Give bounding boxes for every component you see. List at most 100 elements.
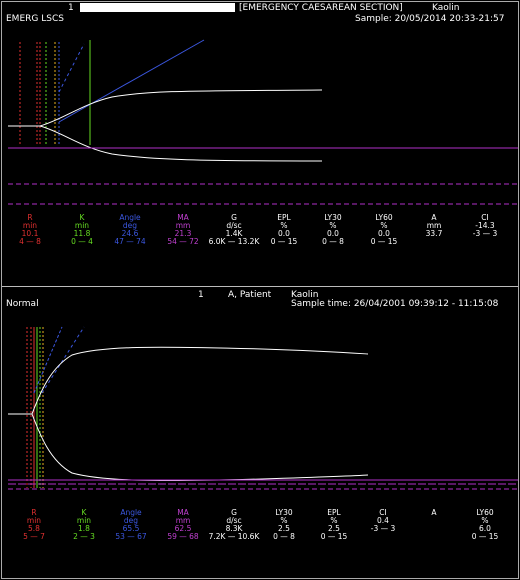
tracing-chart-2 [8, 326, 518, 490]
trace-upper [8, 89, 323, 127]
redacted-name-box [80, 3, 235, 12]
case-number: 1 [68, 3, 74, 13]
parameter-table-1: R min 10.1 4 — 8 K min 11.8 0 — 4 Angle … [2, 214, 518, 258]
param-unit: d/sc [226, 516, 242, 525]
param-range: 0 — 8 [273, 532, 295, 541]
param-name: K [79, 213, 85, 222]
angle-ref-line [58, 43, 85, 93]
param-unit: min [74, 221, 90, 230]
param-value: 33.7 [425, 229, 443, 238]
param-unit: % [280, 516, 288, 525]
param-name: G [231, 213, 237, 222]
param-value: 2.5 [278, 524, 290, 533]
param-ly30: LY30 % 2.5 0 — 8 [264, 509, 304, 541]
param-ci: CI 0.4 -3 — 3 [363, 509, 403, 533]
param-range: 0 — 4 [71, 237, 93, 246]
param-unit: % [380, 221, 388, 230]
param-range: 4 — 8 [19, 237, 41, 246]
param-value: 11.8 [73, 229, 91, 238]
param-value: 65.5 [122, 524, 140, 533]
param-range: -3 — 3 [472, 229, 498, 238]
param-value: 6.0 [479, 524, 491, 533]
param-unit: min [22, 221, 38, 230]
param-value: 0.0 [327, 229, 339, 238]
param-value: 0.0 [278, 229, 290, 238]
param-value: 0.0 [378, 229, 390, 238]
param-range: -3 — 3 [370, 524, 396, 533]
param-epl: EPL % 2.5 0 — 15 [314, 509, 354, 541]
param-name: LY60 [375, 213, 393, 222]
param-range: 0 — 15 [370, 237, 398, 246]
parameter-table-2: R min 5.8 5 — 7 K min 1.8 2 — 3 Angle de… [2, 509, 518, 553]
param-name: CI [481, 213, 489, 222]
param-value: 5.8 [28, 524, 40, 533]
param-name: MA [177, 213, 189, 222]
param-r: R min 5.8 5 — 7 [14, 509, 54, 541]
param-g: G d/sc 8.3K 7.2K — 10.6K [204, 509, 264, 541]
param-name: R [27, 213, 33, 222]
angle-line [33, 326, 63, 394]
activator-label: Kaolin [291, 290, 319, 300]
param-value: 24.6 [121, 229, 139, 238]
param-unit: deg [123, 516, 139, 525]
param-angle: Angle deg 24.6 47 — 74 [107, 214, 153, 246]
sample-name: EMERG LSCS [6, 14, 64, 24]
sample-name: Normal [6, 299, 39, 309]
param-name: LY30 [275, 508, 293, 517]
param-k: K min 11.8 0 — 4 [62, 214, 102, 246]
param-range: 0 — 15 [270, 237, 298, 246]
panel-divider [2, 286, 518, 287]
angle-line [58, 39, 205, 123]
param-unit: d/sc [226, 221, 242, 230]
teg-panel-1: 1 [EMERGENCY CAESAREAN SECTION] Kaolin E… [2, 0, 518, 286]
param-ly30: LY30 % 0.0 0 — 8 [313, 214, 353, 246]
param-range: 0 — 15 [471, 532, 499, 541]
param-value: 21.3 [174, 229, 192, 238]
param-value: 62.5 [174, 524, 192, 533]
trace-lower [8, 125, 323, 162]
param-name: Angle [120, 508, 142, 517]
param-ci: CI -14.3 -3 — 3 [465, 214, 505, 238]
param-value: 10.1 [21, 229, 39, 238]
param-name: G [231, 508, 237, 517]
param-name: EPL [327, 508, 341, 517]
param-a: A mm 33.7 [414, 214, 454, 238]
param-angle: Angle deg 65.5 53 — 67 [108, 509, 154, 541]
param-unit: deg [122, 221, 138, 230]
patient-label: A, Patient [228, 290, 272, 300]
param-range: 47 — 74 [114, 237, 146, 246]
param-value: 2.5 [328, 524, 340, 533]
param-range: 2 — 3 [73, 532, 95, 541]
param-range: 59 — 68 [167, 532, 199, 541]
param-ma: MA mm 62.5 59 — 68 [160, 509, 206, 541]
case-label: [EMERGENCY CAESAREAN SECTION] [239, 3, 403, 13]
param-unit: mm [426, 221, 442, 230]
param-value: 1.8 [78, 524, 90, 533]
param-unit: % [280, 221, 288, 230]
param-ly60: LY60 % 0.0 0 — 15 [364, 214, 404, 246]
param-ma: MA mm 21.3 54 — 72 [160, 214, 206, 246]
case-number: 1 [198, 290, 204, 300]
param-epl: EPL % 0.0 0 — 15 [264, 214, 304, 246]
trace-lower [8, 413, 369, 482]
param-range: 54 — 72 [167, 237, 199, 246]
param-k: K min 1.8 2 — 3 [64, 509, 104, 541]
param-range: 5 — 7 [23, 532, 45, 541]
tracing-chart-1 [8, 39, 518, 205]
param-name: K [81, 508, 87, 517]
param-range: 53 — 67 [115, 532, 147, 541]
param-r: R min 10.1 4 — 8 [10, 214, 50, 246]
param-unit: % [329, 221, 337, 230]
param-unit: min [76, 516, 92, 525]
param-unit: min [26, 516, 42, 525]
param-name: LY30 [324, 213, 342, 222]
param-range: 6.0K — 13.2K [208, 237, 260, 246]
param-name: A [431, 213, 437, 222]
sample-time: Sample time: 26/04/2001 09:39:12 - 11:15… [291, 299, 499, 309]
trace-upper [8, 346, 369, 415]
param-g: G d/sc 1.4K 6.0K — 13.2K [204, 214, 264, 246]
param-name: MA [177, 508, 189, 517]
param-value: 8.3K [225, 524, 243, 533]
param-unit: mm [175, 221, 191, 230]
param-name: EPL [277, 213, 291, 222]
